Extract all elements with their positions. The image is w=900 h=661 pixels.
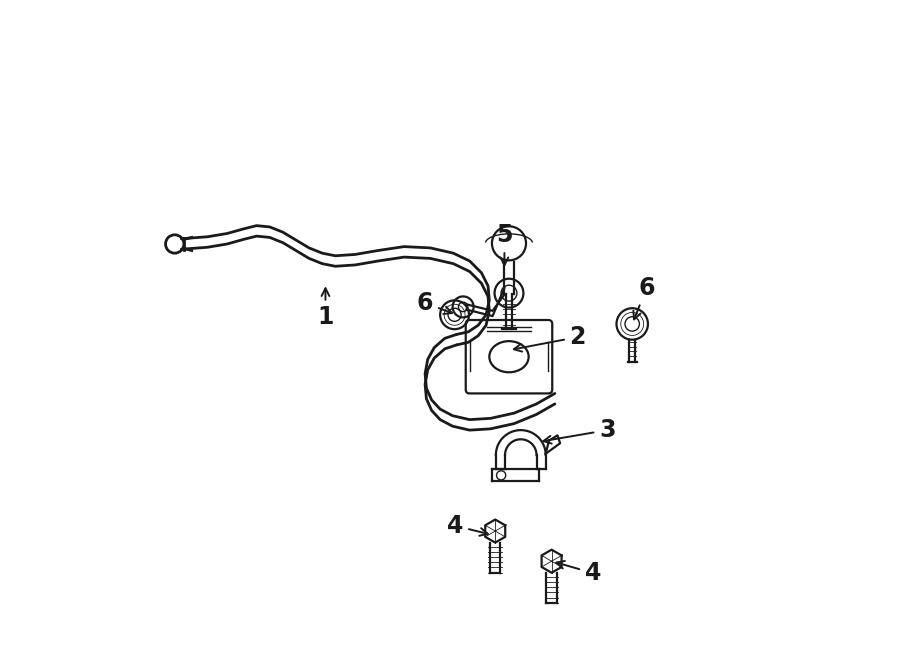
Text: 6: 6	[634, 276, 655, 319]
Text: 4: 4	[447, 514, 488, 538]
Text: 4: 4	[556, 561, 601, 585]
Text: 2: 2	[514, 325, 586, 352]
Text: 3: 3	[544, 418, 616, 444]
Text: 6: 6	[417, 291, 452, 315]
Text: 5: 5	[496, 223, 513, 265]
Text: 1: 1	[318, 288, 334, 329]
